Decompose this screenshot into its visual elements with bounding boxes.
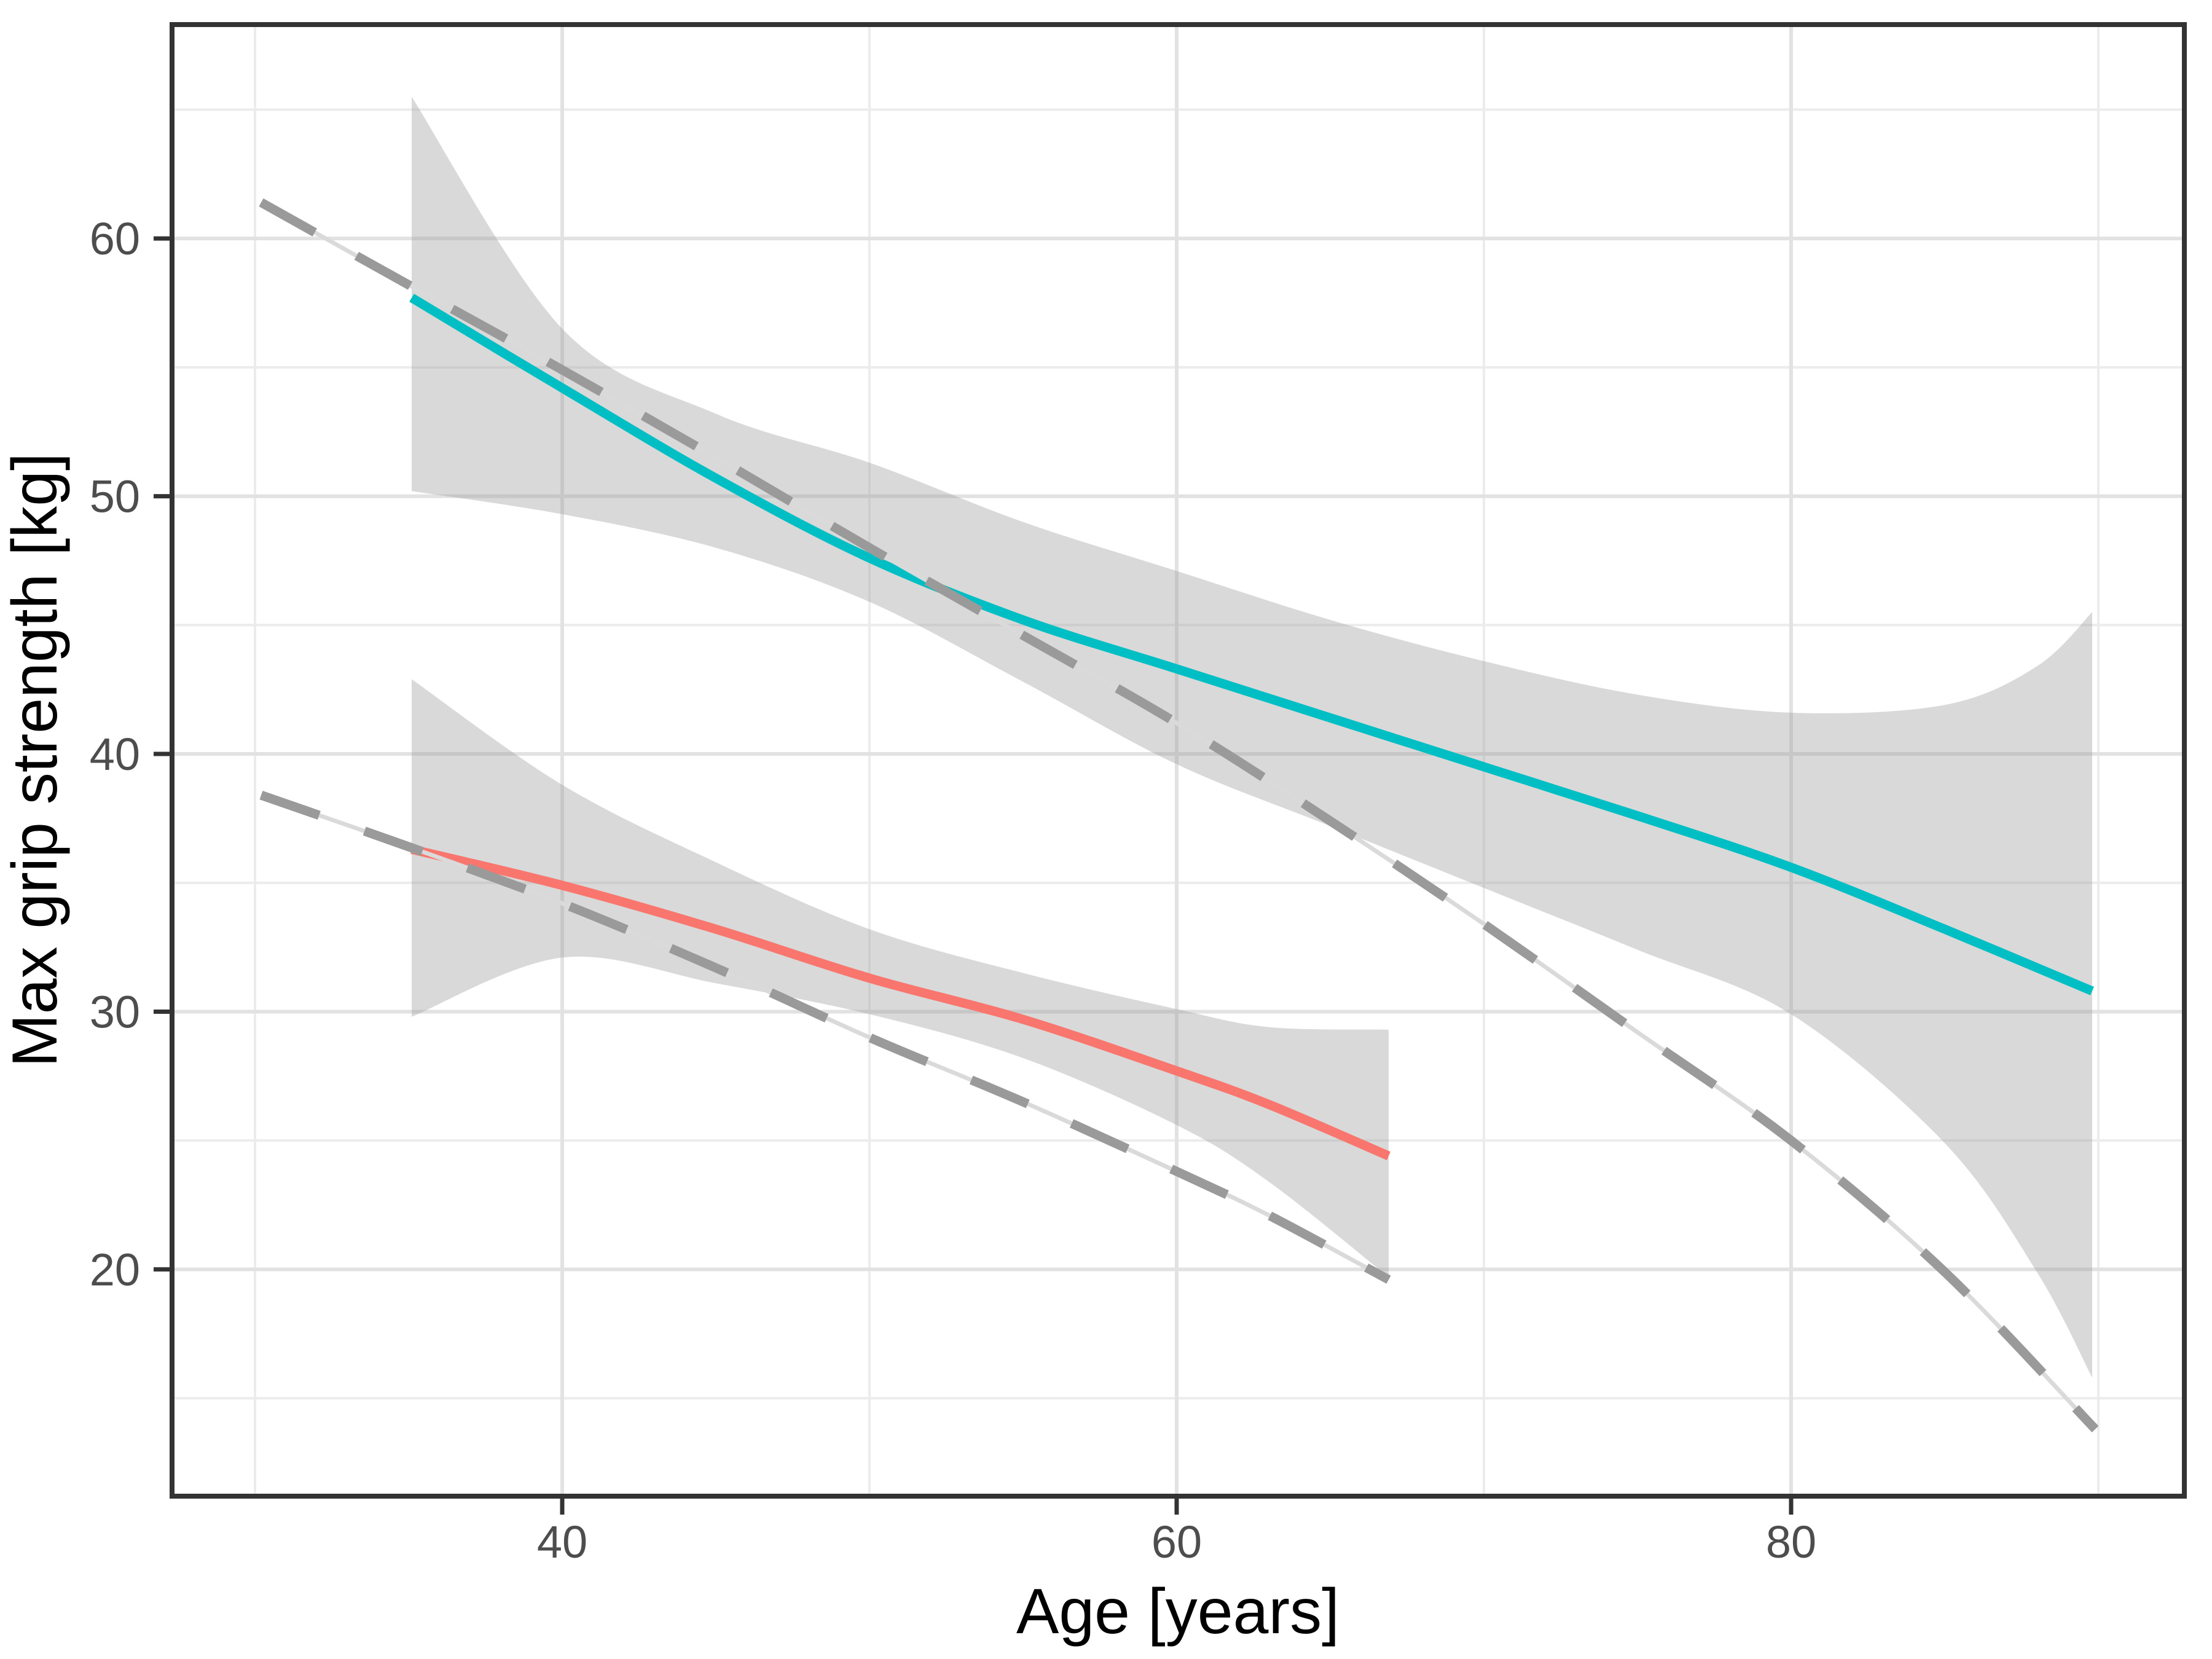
x-tick-label: 40	[537, 1516, 587, 1567]
y-tick-label: 20	[90, 1244, 140, 1295]
smooth-lower-red	[410, 844, 1390, 1161]
y-tick-label: 60	[90, 213, 140, 264]
confidence-band-lower	[412, 679, 1389, 1277]
y-tick-label: 40	[90, 729, 140, 780]
y-tick-label: 50	[90, 471, 140, 522]
y-tick-label: 30	[90, 986, 140, 1037]
reference-lower-dashed-underlay	[260, 793, 1390, 1282]
x-axis-title: Age [years]	[1016, 1576, 1339, 1647]
plot-panel: 60 50 40 30 20 40 60 80	[90, 22, 2187, 1567]
smooth-upper-teal	[409, 294, 2094, 995]
y-axis-title: Max grip strength [kg]	[0, 453, 71, 1067]
x-tick-label: 60	[1151, 1516, 1202, 1567]
reference-upper-dashed	[259, 198, 2099, 1433]
x-tick-label: 80	[1766, 1516, 1816, 1567]
confidence-band-upper	[412, 96, 2092, 1378]
